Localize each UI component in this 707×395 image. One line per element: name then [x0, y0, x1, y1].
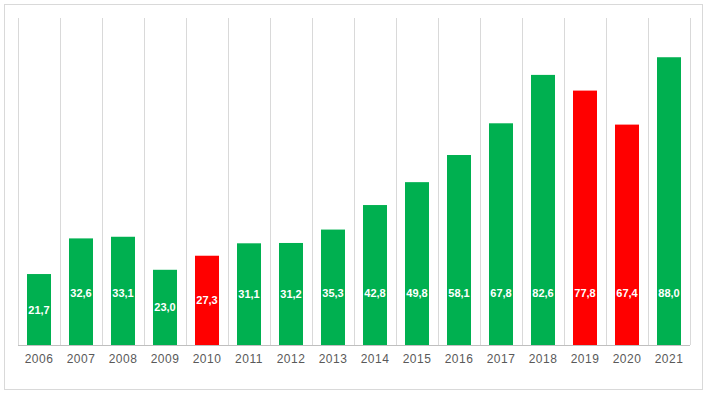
grid-line — [396, 18, 397, 345]
grid-line — [18, 18, 19, 345]
data-label: 49,8 — [406, 287, 427, 299]
x-tick-label: 2010 — [193, 352, 222, 366]
data-label: 21,7 — [28, 304, 49, 316]
bar — [531, 75, 555, 345]
data-label: 67,8 — [490, 287, 511, 299]
grid-line — [312, 18, 313, 345]
data-label: 32,6 — [70, 287, 91, 299]
bar — [447, 155, 471, 345]
data-label: 67,4 — [616, 287, 638, 299]
x-tick-label: 2006 — [25, 352, 54, 366]
bar — [69, 238, 93, 345]
bar — [615, 125, 639, 345]
x-tick-label: 2017 — [487, 352, 516, 366]
x-tick-label: 2021 — [655, 352, 684, 366]
x-tick-label: 2015 — [403, 352, 432, 366]
x-tick-label: 2020 — [613, 352, 642, 366]
grid-line — [648, 18, 649, 345]
bar — [405, 182, 429, 345]
bar — [27, 274, 51, 345]
bar — [573, 91, 597, 345]
data-label: 88,0 — [658, 287, 679, 299]
grid-line — [480, 18, 481, 345]
chart-root: 21,7 32,6 33,1 23,0 27,3 31,1 31,2 35,3 42,8 49,8… — [0, 0, 707, 395]
data-label: 58,1 — [448, 287, 469, 299]
grid-line — [60, 18, 61, 345]
bar — [111, 237, 135, 345]
grid-line — [522, 18, 523, 345]
x-tick-label: 2012 — [277, 352, 306, 366]
bar — [657, 57, 681, 345]
data-label: 23,0 — [154, 301, 175, 313]
bar — [153, 270, 177, 345]
grid-line — [606, 18, 607, 345]
bar — [279, 243, 303, 345]
x-axis — [18, 345, 690, 346]
x-tick-label: 2014 — [361, 352, 390, 366]
x-tick-label: 2016 — [445, 352, 474, 366]
grid-line — [186, 18, 187, 345]
bar — [489, 123, 513, 345]
chart-border — [5, 5, 703, 390]
data-label: 77,8 — [574, 287, 595, 299]
x-tick-label: 2008 — [109, 352, 138, 366]
grid-line — [438, 18, 439, 345]
grid-line — [564, 18, 565, 345]
x-tick-label: 2009 — [151, 352, 180, 366]
data-label: 82,6 — [532, 287, 553, 299]
grid-line — [144, 18, 145, 345]
data-label: 31,1 — [238, 288, 259, 300]
x-tick-label: 2018 — [529, 352, 558, 366]
grid-line — [102, 18, 103, 345]
data-label: 33,1 — [112, 287, 133, 299]
x-tick-label: 2019 — [571, 352, 600, 366]
chart: 21,7 32,6 33,1 23,0 27,3 31,1 31,2 35,3 42,8 49,8… — [0, 0, 707, 395]
bars — [27, 57, 681, 345]
bar — [195, 256, 219, 345]
bar — [363, 205, 387, 345]
data-label: 27,3 — [196, 294, 217, 306]
data-label: 35,3 — [322, 287, 343, 299]
x-tick-label: 2013 — [319, 352, 348, 366]
x-tick-label: 2007 — [67, 352, 96, 366]
grid-line — [354, 18, 355, 345]
grid-line — [228, 18, 229, 345]
bar — [237, 243, 261, 345]
data-label: 42,8 — [364, 287, 385, 299]
data-label: 31,2 — [280, 288, 301, 300]
labels: 21,7 32,6 33,1 23,0 27,3 31,1 31,2 35,3 42,8 49,8… — [28, 287, 679, 316]
grid-line — [690, 18, 691, 345]
bar — [321, 230, 345, 345]
grid-line — [270, 18, 271, 345]
x-tick-label: 2011 — [235, 352, 263, 366]
